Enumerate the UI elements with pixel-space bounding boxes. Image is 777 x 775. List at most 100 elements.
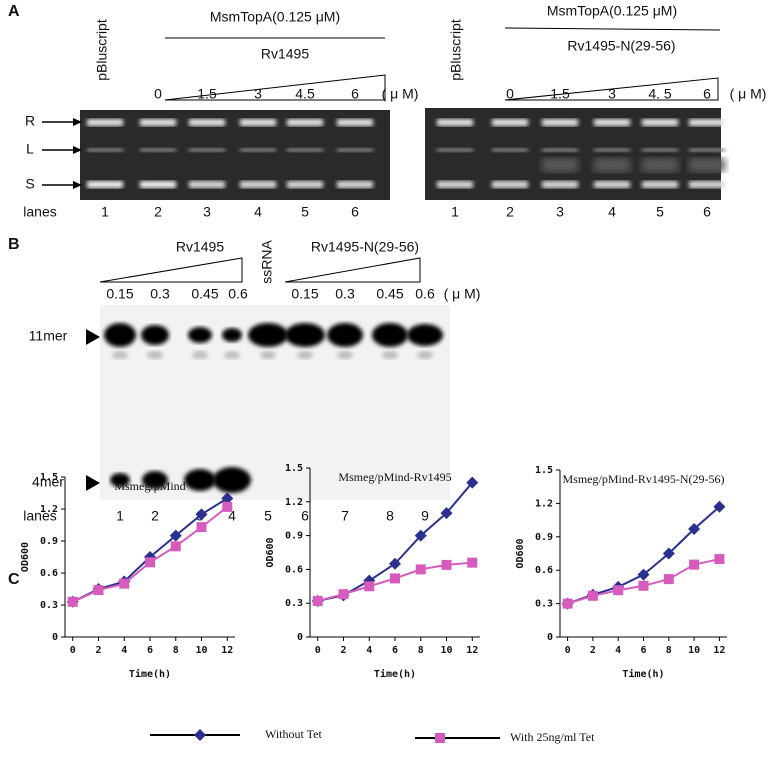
x-tick-label: 6: [640, 645, 646, 656]
gel-band: [642, 181, 678, 188]
y-tick-label: 0: [297, 632, 303, 643]
gel-band: [407, 324, 443, 346]
data-point: [714, 554, 725, 565]
gel-band: [140, 119, 176, 126]
marker-arrow: [86, 329, 100, 345]
data-point: [312, 595, 323, 606]
arrow-head: [73, 146, 82, 154]
concentration-label: 6: [351, 86, 359, 102]
lane-number: 5: [264, 508, 272, 524]
concentration-label: 4. 5: [648, 86, 672, 102]
lane-number: 6: [351, 204, 359, 220]
gel-band: [112, 351, 128, 359]
gel-band: [642, 119, 678, 126]
y-tick-label: 0.6: [40, 568, 58, 579]
concentration-label: 3: [608, 86, 616, 102]
data-point: [466, 476, 479, 489]
x-tick-label: 12: [466, 645, 478, 656]
gel-band: [240, 148, 276, 152]
gel-band: [327, 323, 363, 347]
data-point: [587, 590, 598, 601]
gel-band: [542, 119, 578, 126]
gel-band: [337, 148, 373, 152]
enzyme-label: MsmTopA(0.125 μM): [547, 3, 677, 19]
y-tick-label: 0.6: [285, 564, 303, 575]
lane-number: 7: [341, 508, 349, 524]
y-tick-label: 1.5: [535, 465, 553, 476]
lane-number: 9: [421, 508, 429, 524]
gel-band: [222, 328, 242, 342]
y-tick-label: 0.9: [40, 536, 58, 547]
gel-band: [287, 119, 323, 126]
y-tick-label: 0.9: [535, 532, 553, 543]
size-marker-label: 11mer: [29, 328, 68, 344]
y-tick-label: 0.6: [535, 565, 553, 576]
data-point: [467, 557, 478, 568]
y-tick-label: 0: [52, 632, 58, 643]
concentration-label: 0: [154, 86, 162, 102]
gel-band: [110, 473, 130, 487]
data-point: [221, 492, 234, 505]
data-point: [119, 578, 130, 589]
data-point: [562, 598, 573, 609]
gel-band: [492, 181, 528, 188]
lane-number: 1: [451, 204, 459, 220]
gel-band: [285, 323, 325, 347]
size-marker-label: 4mer: [32, 474, 64, 490]
data-point: [638, 580, 649, 591]
gradient-wedge: [284, 257, 421, 283]
data-point: [414, 529, 427, 542]
y-axis-title: OD600: [20, 542, 31, 572]
unit-label: ( μ M): [730, 86, 767, 102]
gel-band: [642, 148, 678, 152]
gel-band: [260, 351, 276, 359]
data-point: [390, 573, 400, 584]
gel-band: [87, 181, 123, 188]
concentration-label: 3: [254, 86, 262, 102]
data-point: [689, 559, 700, 570]
legend-label: Without Tet: [265, 727, 322, 741]
y-tick-label: 1.2: [285, 497, 303, 508]
concentration-label: 0.15: [291, 286, 318, 302]
gel-band: [287, 148, 323, 152]
chart-title: Msmeg/pMind-Rv1495: [338, 470, 451, 484]
gel-band: [689, 158, 725, 172]
panel-label: C: [8, 571, 20, 588]
gel-band: [594, 148, 630, 152]
gel-band: [437, 148, 473, 152]
data-point: [196, 522, 207, 533]
gel-band: [104, 323, 136, 347]
y-tick-label: 0.3: [40, 600, 58, 611]
chart-title: Msmeg/pMind: [114, 479, 185, 493]
x-axis-title: Time(h): [129, 668, 171, 680]
y-tick-label: 1.2: [40, 504, 58, 515]
gel-band: [189, 148, 225, 152]
data-point: [67, 596, 78, 607]
x-tick-label: 4: [121, 645, 127, 656]
gel-band: [437, 119, 473, 126]
x-tick-label: 6: [392, 645, 398, 656]
x-tick-label: 4: [366, 645, 372, 656]
y-tick-label: 0: [547, 632, 553, 643]
gel-band: [689, 119, 725, 126]
gel-band: [542, 158, 578, 172]
lane-number: 5: [301, 204, 309, 220]
arrow-head: [73, 181, 82, 189]
gel-band: [188, 327, 212, 343]
chart-title: Msmeg/pMind-Rv1495-N(29-56): [563, 472, 725, 486]
data-point: [93, 585, 104, 596]
gel-band: [689, 148, 725, 152]
gel-band: [382, 351, 398, 359]
x-tick-label: 8: [666, 645, 672, 656]
lane-number: 2: [506, 204, 514, 220]
data-point: [195, 508, 208, 521]
gel-band: [87, 119, 123, 126]
data-point: [389, 557, 401, 570]
concentration-label: 1.5: [197, 86, 217, 102]
band-label: R: [25, 113, 35, 129]
gel-band: [542, 181, 578, 188]
bracket-line: [504, 27, 721, 31]
legend-marker: [194, 729, 206, 741]
x-tick-label: 12: [713, 645, 725, 656]
